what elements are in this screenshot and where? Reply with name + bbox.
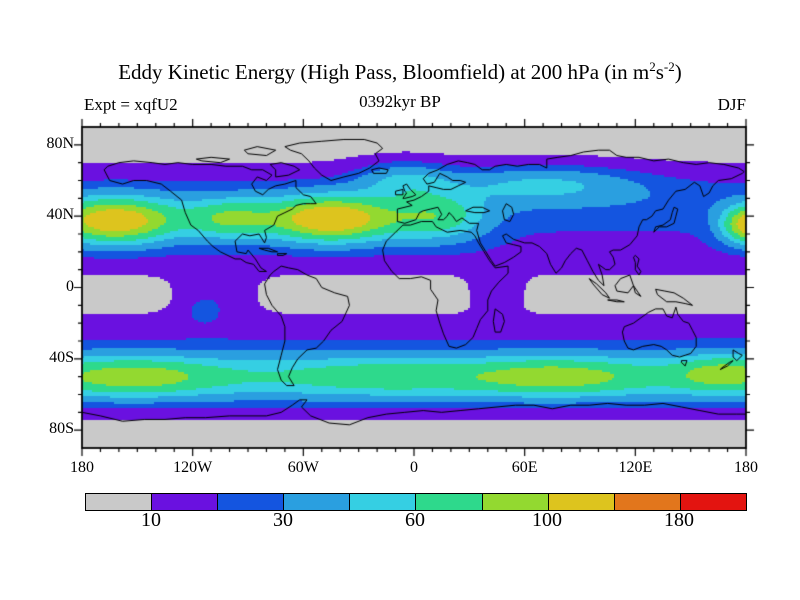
colorbar-segment-2: [218, 494, 285, 510]
chart-title: Eddy Kinetic Energy (High Pass, Bloomfie…: [0, 60, 800, 85]
colorbar-label-180: 180: [664, 509, 694, 531]
colorbar-segment-9: [680, 494, 746, 510]
y-tick-label-40S: 40S: [49, 348, 74, 366]
y-tick-label-80N: 80N: [46, 134, 74, 152]
title-close-paren: ): [674, 60, 682, 84]
x-tick-label-60E-60: 60E: [511, 459, 538, 476]
x-tick-label-0-0: 0: [410, 459, 418, 476]
title-superscript-2: 2: [649, 59, 656, 74]
y-tick-label-80S: 80S: [49, 420, 74, 438]
y-tick-label-40N: 40N: [46, 206, 74, 224]
x-tick-label-180-180: 180: [734, 459, 758, 476]
colorbar-segment-4: [350, 494, 417, 510]
y-tick-label-0: 0: [66, 277, 74, 295]
title-superscript-minus2: -2: [663, 59, 675, 74]
x-tick-label-120W--120: 120W: [173, 459, 213, 476]
colorbar-segment-7: [548, 494, 615, 510]
colorbar: [85, 493, 747, 511]
colorbar-label-60: 60: [405, 509, 425, 531]
colorbar-segment-0: [86, 494, 153, 510]
title-unit-s: s: [655, 60, 664, 84]
colorbar-segment-3: [284, 494, 351, 510]
colorbar-label-30: 30: [273, 509, 293, 531]
x-tick-label-120E-120: 120E: [618, 459, 653, 476]
x-tick-label-60W--60: 60W: [287, 459, 319, 476]
title-text: Eddy Kinetic Energy (High Pass, Bloomfie…: [118, 60, 650, 84]
colorbar-segment-8: [614, 494, 681, 510]
colorbar-label-100: 100: [532, 509, 562, 531]
colorbar-segment-1: [152, 494, 219, 510]
experiment-label: Expt = xqfU2: [84, 95, 178, 114]
colorbar-label-10: 10: [141, 509, 161, 531]
x-tick-label-180--180: 180: [70, 459, 94, 476]
subtitle-date: 0392kyr BP: [359, 92, 441, 111]
season-label: DJF: [717, 95, 746, 114]
colorbar-segment-6: [482, 494, 549, 510]
colorbar-segment-5: [416, 494, 483, 510]
